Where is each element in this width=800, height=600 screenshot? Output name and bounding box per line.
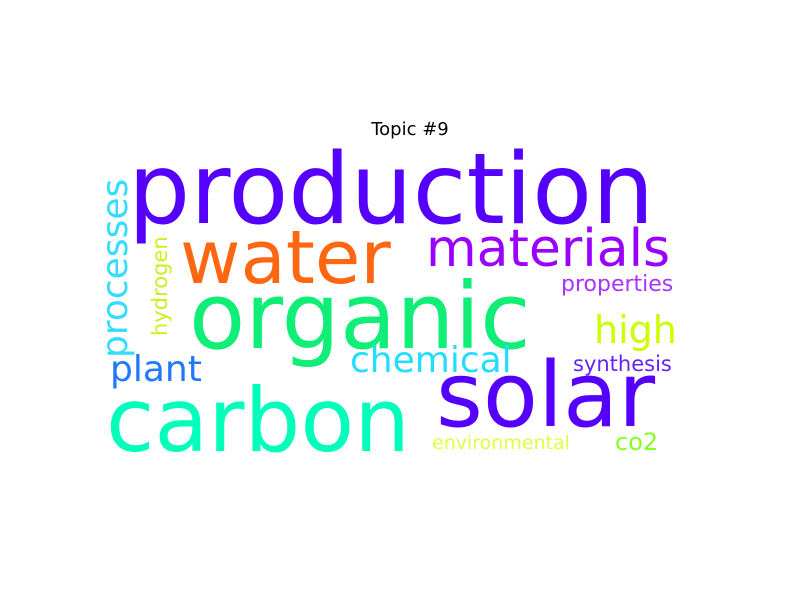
word-materials: materials (426, 219, 671, 279)
word-carbon: carbon (106, 369, 410, 472)
word-solar: solar (436, 343, 656, 448)
word-co2: co2 (615, 428, 659, 456)
word-environmental: environmental (432, 432, 570, 454)
word-water: water (180, 215, 391, 301)
word-properties: properties (561, 272, 674, 297)
word-plant: plant (110, 349, 202, 390)
chart-title: Topic #9 (371, 119, 449, 140)
word-chemical: chemical (350, 340, 512, 381)
word-organic: organic (189, 263, 531, 370)
word-hydrogen: hydrogen (148, 236, 172, 336)
word-synthesis: synthesis (573, 352, 672, 376)
word-production: production (128, 133, 655, 247)
word-high: high (594, 308, 677, 352)
word-processes: processes (95, 178, 136, 358)
